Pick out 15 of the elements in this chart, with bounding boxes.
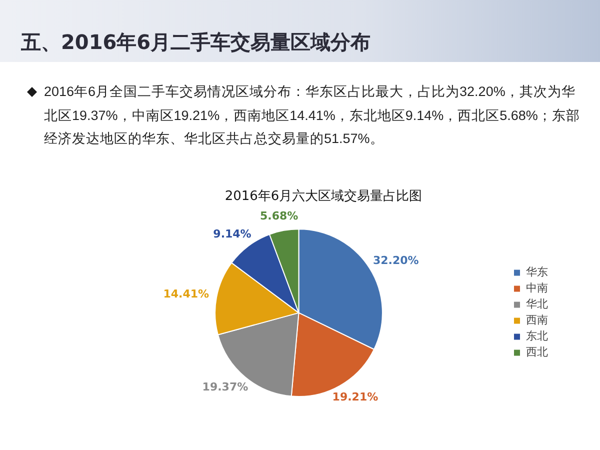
text: 2016年6月全国二手车交易情况区域分布：华东区占比最大，占比为32.20%，其次为华北区19.37%，中南区19.21%，西南地区14.41%，东北地区9.14%，西北区5.68%；东部经济发达地区的华东、华北区共占总交易量的51.57%。 [44,83,581,148]
data-label: 5.68% [260,210,298,223]
legend-label: 华北 [526,298,548,311]
legend-label: 西北 [526,346,548,359]
legend-label: 华东 [526,266,548,279]
legend-label: 西南 [526,314,548,327]
data-label: 32.20% [372,254,419,267]
legend-label: 中南 [526,282,548,295]
legend-label: 东北 [526,330,548,343]
chart-subtitle: 2016年6月六大区域交易量占比图 [224,188,422,204]
data-label: 9.14% [213,228,252,241]
data-label: 19.21% [332,390,378,404]
data-label: 14.41% [163,287,210,300]
data-label: 19.37% [202,380,248,394]
chart-title: 五、2016年6月二手车交易量区域分布 [21,29,371,56]
